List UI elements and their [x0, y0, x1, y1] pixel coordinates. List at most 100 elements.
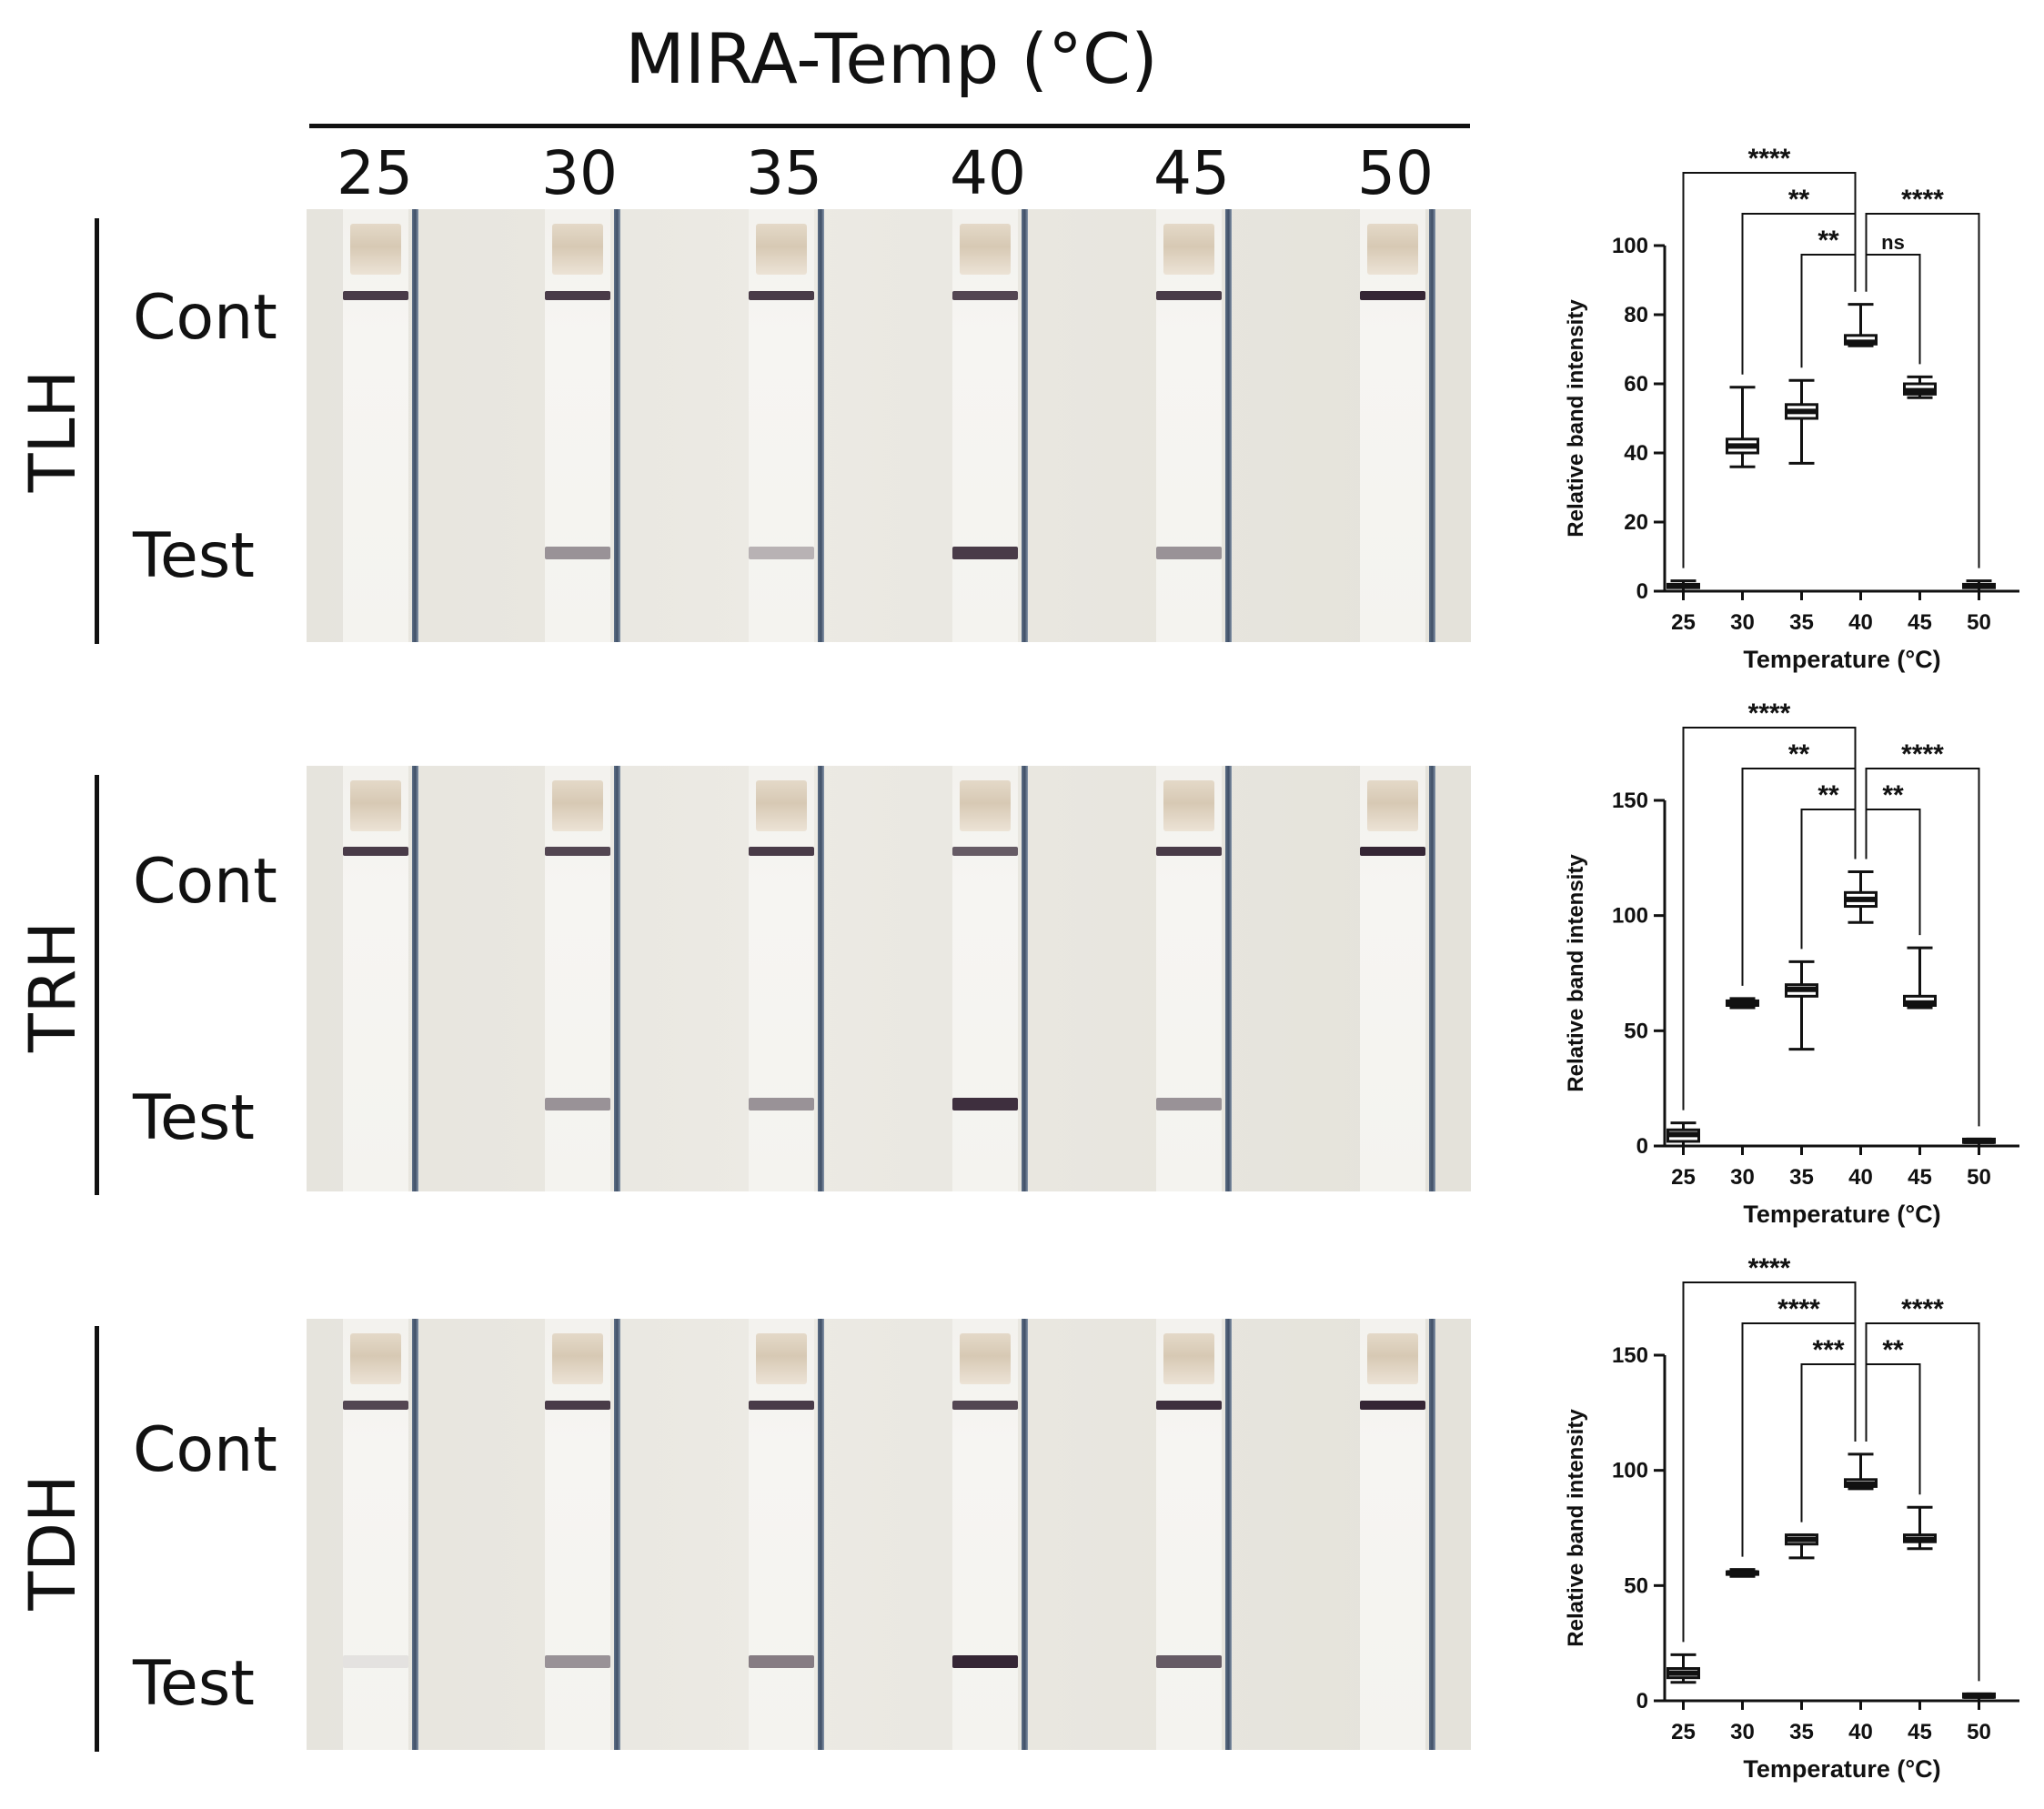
box-50	[1962, 1692, 1996, 1703]
x-tick-label: 30	[1730, 1165, 1755, 1190]
temp-label-30: 30	[541, 138, 618, 208]
test-strip	[545, 209, 610, 642]
gene-label-trh-text: TRH	[15, 920, 90, 1053]
x-tick-label: 30	[1730, 1720, 1755, 1744]
strip-panel-tdh	[307, 1319, 1471, 1750]
temp-label-35: 35	[746, 138, 822, 208]
strip-edge-line	[1022, 1319, 1028, 1750]
y-tick-label: 100	[1612, 234, 1648, 258]
significance-label: **	[1788, 739, 1810, 769]
sample-pad	[960, 1333, 1011, 1384]
sample-pad	[1367, 224, 1418, 275]
sample-pad	[1163, 780, 1214, 831]
control-band	[1156, 1401, 1222, 1410]
box-30	[1726, 1568, 1759, 1578]
test-label-trh: Test	[133, 1082, 255, 1154]
strip-edge-line	[818, 1319, 824, 1750]
box-40	[1844, 1452, 1878, 1491]
x-tick-label: 50	[1967, 1720, 1991, 1744]
test-strip	[749, 1319, 814, 1750]
y-tick-label: 0	[1636, 1689, 1648, 1714]
box-35	[1785, 960, 1818, 1051]
control-band	[952, 1401, 1018, 1410]
strip-edge-line	[1225, 766, 1232, 1191]
significance-label: **	[1882, 1335, 1904, 1365]
y-tick-label: 20	[1624, 510, 1648, 535]
box-45	[1903, 375, 1937, 399]
boxplot-svg: 0 50 100 150 25 30 35 40 45 50 Temperature (°C) Rel…	[1564, 698, 2019, 1228]
control-band	[343, 1401, 408, 1410]
significance-label: **	[1788, 185, 1810, 215]
control-band	[749, 291, 814, 300]
test-band	[545, 547, 610, 559]
test-band	[749, 1655, 814, 1668]
box-45	[1903, 946, 1937, 1010]
control-band	[343, 847, 408, 856]
control-band	[952, 847, 1018, 856]
strip-panel-tlh	[307, 209, 1471, 642]
test-strip	[545, 766, 610, 1191]
test-band	[343, 1655, 408, 1668]
significance-label: **	[1817, 780, 1839, 810]
x-tick-label: 45	[1908, 1165, 1932, 1190]
header-title: MIRA-Temp (°C)	[625, 18, 1158, 99]
box-25	[1666, 1121, 1700, 1148]
sample-pad	[552, 1333, 603, 1384]
significance-label: ****	[1748, 144, 1791, 174]
significance-label: ****	[1901, 185, 1944, 215]
box-50	[1962, 579, 1996, 593]
x-tick-label: 40	[1848, 610, 1873, 635]
x-tick-label: 35	[1789, 1720, 1814, 1744]
significance-label: ****	[1748, 1253, 1791, 1283]
test-band	[952, 1098, 1018, 1111]
boxplot-trh: 0 50 100 150 25 30 35 40 45 50 Temperature (°C) Rel…	[1492, 698, 2038, 1246]
x-tick-label: 35	[1789, 1165, 1814, 1190]
sample-pad	[1367, 1333, 1418, 1384]
sample-pad	[756, 224, 807, 275]
significance-label: **	[1817, 226, 1839, 256]
strip-edge-line	[412, 766, 418, 1191]
strip-edge-line	[1429, 1319, 1435, 1750]
test-strip	[749, 766, 814, 1191]
sample-pad	[1163, 1333, 1214, 1384]
control-band	[952, 291, 1018, 300]
test-strip	[952, 766, 1018, 1191]
test-band	[749, 1098, 814, 1111]
temp-label-40: 40	[950, 138, 1026, 208]
significance-bracket	[1865, 1363, 1921, 1495]
test-strip	[545, 1319, 610, 1750]
y-tick-label: 150	[1612, 1343, 1648, 1368]
test-strip	[343, 1319, 408, 1750]
significance-bracket	[1800, 809, 1857, 950]
test-strip	[1360, 209, 1425, 642]
sample-pad	[350, 780, 401, 831]
control-band	[749, 847, 814, 856]
boxplot-svg: 0 50 100 150 25 30 35 40 45 50 Temperature (°C) Rel…	[1564, 1253, 2019, 1783]
cont-label-tdh: Cont	[133, 1414, 277, 1486]
test-strip	[952, 1319, 1018, 1750]
x-tick-label: 40	[1848, 1720, 1873, 1744]
control-band	[1156, 291, 1222, 300]
strip-edge-line	[1022, 209, 1028, 642]
x-tick-label: 25	[1671, 610, 1696, 635]
gene-label-tlh-text: TLH	[15, 369, 90, 493]
x-tick-label: 45	[1908, 610, 1932, 635]
gene-bar-tlh	[95, 218, 99, 644]
test-strip	[343, 766, 408, 1191]
test-label-tdh: Test	[133, 1648, 255, 1720]
x-tick-label: 25	[1671, 1165, 1696, 1190]
y-axis-title: Relative band intensity	[1564, 299, 1588, 538]
test-strip	[952, 209, 1018, 642]
y-tick-label: 0	[1636, 579, 1648, 604]
sample-pad	[350, 1333, 401, 1384]
y-axis-title: Relative band intensity	[1564, 854, 1588, 1092]
control-band	[545, 847, 610, 856]
test-strip	[1360, 1319, 1425, 1750]
strip-edge-line	[412, 1319, 418, 1750]
y-tick-label: 80	[1624, 303, 1648, 327]
header-rule	[309, 124, 1470, 128]
sample-pad	[552, 224, 603, 275]
control-band	[545, 291, 610, 300]
control-band	[1360, 1401, 1425, 1410]
significance-label: ns	[1881, 231, 1905, 254]
